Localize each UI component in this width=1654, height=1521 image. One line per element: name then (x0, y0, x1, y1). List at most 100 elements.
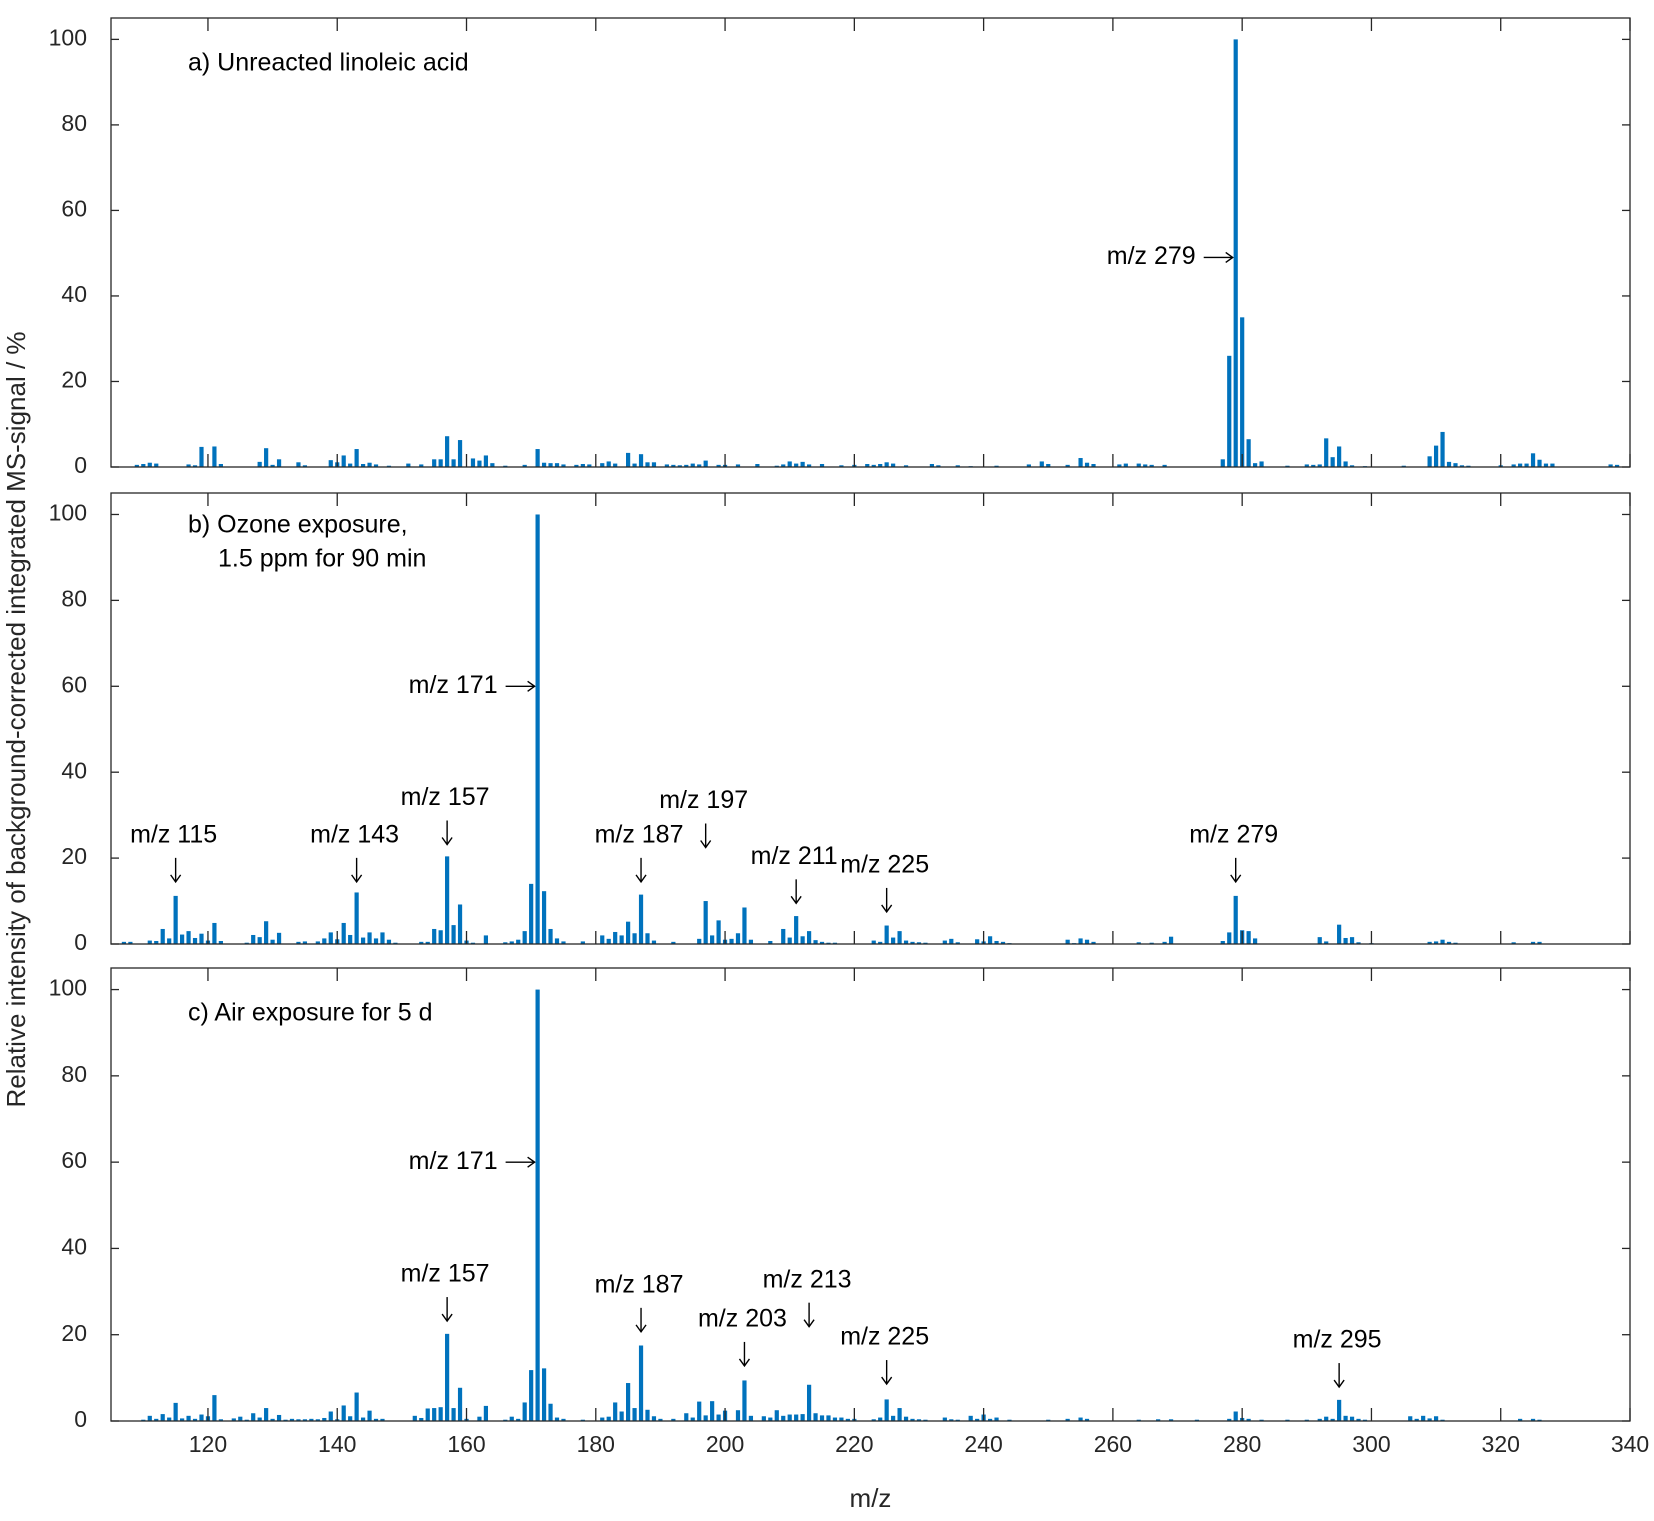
bar (1143, 464, 1148, 467)
bar (276, 1414, 282, 1421)
bar (1065, 1418, 1070, 1421)
bar (1156, 1419, 1161, 1421)
y-tick-label: 20 (61, 1320, 87, 1346)
bar (1078, 458, 1083, 467)
bar (1427, 456, 1432, 467)
bar (432, 1408, 437, 1421)
bar (561, 464, 566, 467)
bar (949, 938, 954, 944)
bar (199, 446, 204, 467)
bar (651, 1416, 657, 1421)
bar (800, 1414, 805, 1421)
bar (1065, 939, 1070, 944)
bar (1091, 464, 1096, 467)
bar (309, 1418, 314, 1421)
bar (470, 458, 476, 467)
bar (554, 1417, 560, 1421)
annotation-label: m/z 171 (409, 1147, 498, 1175)
x-tick-label: 220 (835, 1431, 873, 1457)
bar (703, 901, 708, 944)
bar (1356, 942, 1361, 944)
bar (1149, 464, 1154, 467)
bar (735, 464, 741, 467)
bar (341, 455, 346, 467)
bar (916, 1419, 922, 1421)
bar (192, 1418, 198, 1421)
bar (813, 1413, 818, 1421)
bar (154, 1418, 159, 1421)
bar (367, 932, 372, 944)
bar (1349, 465, 1355, 467)
bar (1246, 1418, 1251, 1421)
bar (341, 1405, 346, 1421)
x-tick-label: 260 (1094, 1431, 1132, 1457)
bar (942, 1417, 947, 1421)
y-tick-label: 60 (61, 196, 87, 222)
bar (949, 1419, 954, 1421)
bar (419, 464, 424, 467)
bar (1078, 938, 1083, 944)
bar (1084, 1418, 1090, 1421)
bar (768, 940, 773, 944)
bar (218, 940, 223, 944)
bar (483, 1405, 489, 1421)
bar (710, 935, 715, 944)
arrow-head (790, 895, 802, 905)
bar (257, 461, 262, 467)
bar (1246, 439, 1251, 467)
bar (451, 925, 456, 944)
bar (1446, 461, 1452, 467)
bar (587, 464, 592, 467)
y-axis-label: Relative intensity of background-correct… (1, 331, 31, 1107)
y-tick-label: 0 (74, 929, 87, 955)
bar (535, 514, 540, 944)
bar (354, 1392, 359, 1421)
bar (638, 894, 644, 944)
bar (238, 1416, 243, 1421)
bar (897, 1408, 902, 1421)
bar (341, 922, 346, 944)
bar (600, 935, 605, 944)
bar (697, 938, 702, 944)
bar (729, 938, 734, 944)
bar (160, 928, 165, 944)
bar (1252, 938, 1258, 944)
bar (878, 464, 883, 467)
bar (884, 925, 889, 944)
bar (1524, 463, 1529, 467)
bar (257, 1417, 262, 1421)
bar (1543, 463, 1549, 467)
bar (1421, 1415, 1426, 1421)
x-tick-label: 180 (577, 1431, 615, 1457)
annotation-label: m/z 187 (595, 820, 684, 848)
bar (457, 904, 463, 944)
bar (742, 1380, 747, 1421)
bar (1324, 438, 1329, 467)
x-tick-label: 200 (706, 1431, 744, 1457)
y-tick-label: 60 (61, 671, 87, 697)
bar (445, 856, 450, 944)
bar (1530, 941, 1536, 944)
bar (787, 937, 792, 944)
arrow-head (803, 1319, 815, 1328)
annotation-label: m/z 197 (659, 786, 748, 814)
bar (1220, 459, 1225, 467)
bar (1259, 461, 1264, 467)
bar (276, 459, 282, 467)
bar (1240, 317, 1245, 467)
bar (1317, 937, 1322, 944)
annotation-label: m/z 143 (310, 820, 399, 848)
bar (167, 938, 172, 944)
bar (871, 464, 876, 467)
bar (1337, 924, 1342, 944)
annotation-label: m/z 171 (409, 671, 498, 699)
bar (212, 922, 217, 944)
bar (878, 1417, 883, 1421)
bar (302, 465, 308, 467)
bar (813, 940, 818, 944)
bar (360, 1417, 366, 1421)
bar (891, 1415, 896, 1421)
bar (1162, 941, 1167, 944)
bar (690, 1417, 695, 1421)
